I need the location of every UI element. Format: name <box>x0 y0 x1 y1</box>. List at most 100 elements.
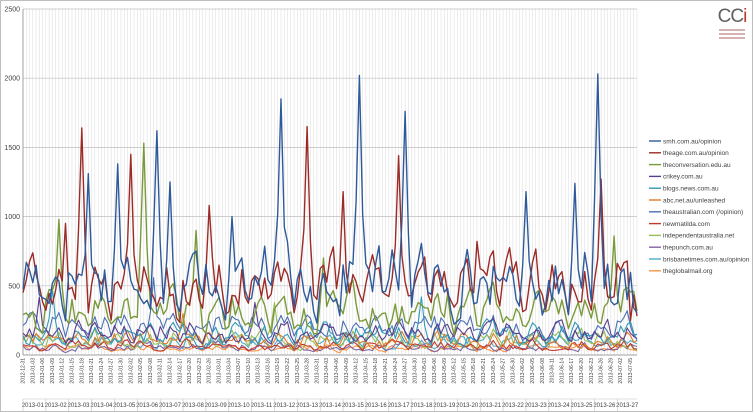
x-day-label: 2013-03-01 <box>216 358 222 384</box>
x-day-label: 2013-03-22 <box>285 358 291 384</box>
x-week-label: 2013-02 <box>45 403 68 409</box>
x-day-label: 2013-04-30 <box>412 358 418 384</box>
x-day-label: 2013-01-06 <box>40 358 46 384</box>
x-week-label: 2013-22 <box>502 403 525 409</box>
x-day-label: 2013-04-24 <box>393 358 399 384</box>
x-day-label: 2013-06-17 <box>569 358 575 384</box>
x-day-label: 2013-06-26 <box>599 358 605 384</box>
x-day-label: 2013-01-21 <box>89 358 95 384</box>
x-week-label: 2013-04 <box>90 403 113 409</box>
y-axis-ticks: 0 500 1000 1500 2000 2500 <box>4 7 20 360</box>
series-line-0 <box>22 73 638 325</box>
legend-label: theage.com.au/opinion <box>663 150 729 157</box>
vertical-gridlines <box>22 9 638 355</box>
x-day-label: 2013-03-28 <box>305 358 311 384</box>
y-tick-label: 2000 <box>4 76 20 83</box>
x-day-label: 2013-01-30 <box>118 358 124 384</box>
x-week-label: 2013-26 <box>593 403 616 409</box>
x-week-label: 2013-12 <box>273 403 296 409</box>
x-axis-week-ticks: 2013-01 2013-02 2013-03 2013-04 2013-05 2013-… <box>22 398 639 411</box>
x-day-label: 2013-02-17 <box>177 358 183 384</box>
x-week-label: 2013-18 <box>410 403 433 409</box>
series-line-3 <box>22 296 638 345</box>
x-week-label: 2013-27 <box>616 403 639 409</box>
x-day-label: 2013-06-05 <box>530 358 536 384</box>
x-week-label: 2013-14 <box>319 403 342 409</box>
x-day-label: 2013-02-14 <box>167 358 173 384</box>
x-week-label: 2013-24 <box>548 403 571 409</box>
x-week-label: 2013-19 <box>433 403 456 409</box>
x-week-label: 2013-25 <box>570 403 593 409</box>
x-day-label: 2013-03-07 <box>236 358 242 384</box>
x-day-label: 2013-02-20 <box>187 358 193 384</box>
x-day-label: 2013-01-09 <box>50 358 56 384</box>
legend-label: thepunch.com.au <box>663 245 713 252</box>
x-day-label: 2013-05-18 <box>471 358 477 384</box>
x-day-label: 2013-04-06 <box>334 358 340 384</box>
x-day-label: 2013-04-12 <box>354 358 360 384</box>
x-day-label: 2013-01-18 <box>79 358 85 384</box>
x-day-label: 2013-04-21 <box>383 358 389 384</box>
legend-label: smh.com.au/opinion <box>663 138 722 145</box>
x-day-label: 2013-07-05 <box>628 358 634 384</box>
x-day-label: 2013-03-13 <box>256 358 262 384</box>
x-day-label: 2013-01-03 <box>30 358 36 384</box>
series-line-8 <box>22 301 638 352</box>
x-day-label: 2012-12-31 <box>21 358 27 384</box>
x-day-label: 2013-02-05 <box>138 358 144 384</box>
x-day-label: 2013-03-16 <box>265 358 271 384</box>
series-line-5 <box>22 312 638 351</box>
y-tick-label: 2500 <box>4 7 20 14</box>
x-day-label: 2013-03-19 <box>275 358 281 384</box>
x-week-label: 2013-05 <box>113 403 136 409</box>
x-day-label: 2013-02-23 <box>197 358 203 384</box>
x-day-label: 2013-05-30 <box>510 358 516 384</box>
x-day-label: 2013-03-25 <box>295 358 301 384</box>
x-day-label: 2013-04-09 <box>344 358 350 384</box>
x-day-label: 2013-06-20 <box>579 358 585 384</box>
series-line-9 <box>22 340 638 354</box>
x-day-label: 2013-05-09 <box>442 358 448 384</box>
legend-label: blogs.news.com.au <box>663 186 719 193</box>
x-day-label: 2013-05-21 <box>481 358 487 384</box>
legend: smh.com.au/opinion theage.com.au/opinion t… <box>649 138 750 275</box>
x-day-label: 2013-04-18 <box>373 358 379 384</box>
legend-label: independentaustralia.net <box>663 233 734 240</box>
legend-label: crikey.com.au <box>663 174 703 181</box>
legend-label: theaustralian.com (/opinion) <box>663 209 743 216</box>
x-week-label: 2013-16 <box>365 403 388 409</box>
x-day-label: 2013-06-11 <box>550 358 556 383</box>
x-week-label: 2013-09 <box>205 403 228 409</box>
y-tick-label: 500 <box>8 283 20 290</box>
x-day-label: 2013-05-15 <box>461 358 467 384</box>
horizontal-gridlines <box>22 8 637 356</box>
y-tick-label: 1000 <box>4 214 20 221</box>
x-day-label: 2013-06-14 <box>559 358 565 384</box>
legend-label: brisbanetimes.com.au/opinion <box>663 256 750 263</box>
cci-logo: CCi <box>715 7 749 45</box>
y-tick-label: 1500 <box>4 145 20 152</box>
x-day-label: 2013-05-12 <box>452 358 458 384</box>
x-day-label: 2013-04-03 <box>324 358 330 384</box>
x-day-label: 2013-06-23 <box>589 358 595 384</box>
x-day-label: 2013-01-24 <box>99 358 105 384</box>
y-tick-label: 0 <box>16 353 20 360</box>
x-day-label: 2013-05-27 <box>501 358 507 384</box>
x-week-label: 2013-07 <box>159 403 182 409</box>
series-line-7 <box>22 338 638 352</box>
x-day-label: 2013-03-10 <box>246 358 252 384</box>
x-day-label: 2013-06-29 <box>608 358 614 384</box>
x-week-label: 2013-15 <box>342 403 365 409</box>
legend-label: abc.net.au/unleashed <box>663 197 726 204</box>
x-day-label: 2013-03-31 <box>314 358 320 384</box>
legend-label: theglobalmail.org <box>663 268 713 275</box>
x-day-label: 2013-04-27 <box>403 358 409 384</box>
x-day-label: 2013-03-04 <box>226 358 232 384</box>
x-week-label: 2013-17 <box>388 403 411 409</box>
x-day-label: 2013-01-27 <box>109 358 115 384</box>
legend-label: newmatilda.com <box>663 221 710 228</box>
x-day-label: 2013-06-08 <box>540 358 546 384</box>
x-week-label: 2013-21 <box>479 403 502 409</box>
